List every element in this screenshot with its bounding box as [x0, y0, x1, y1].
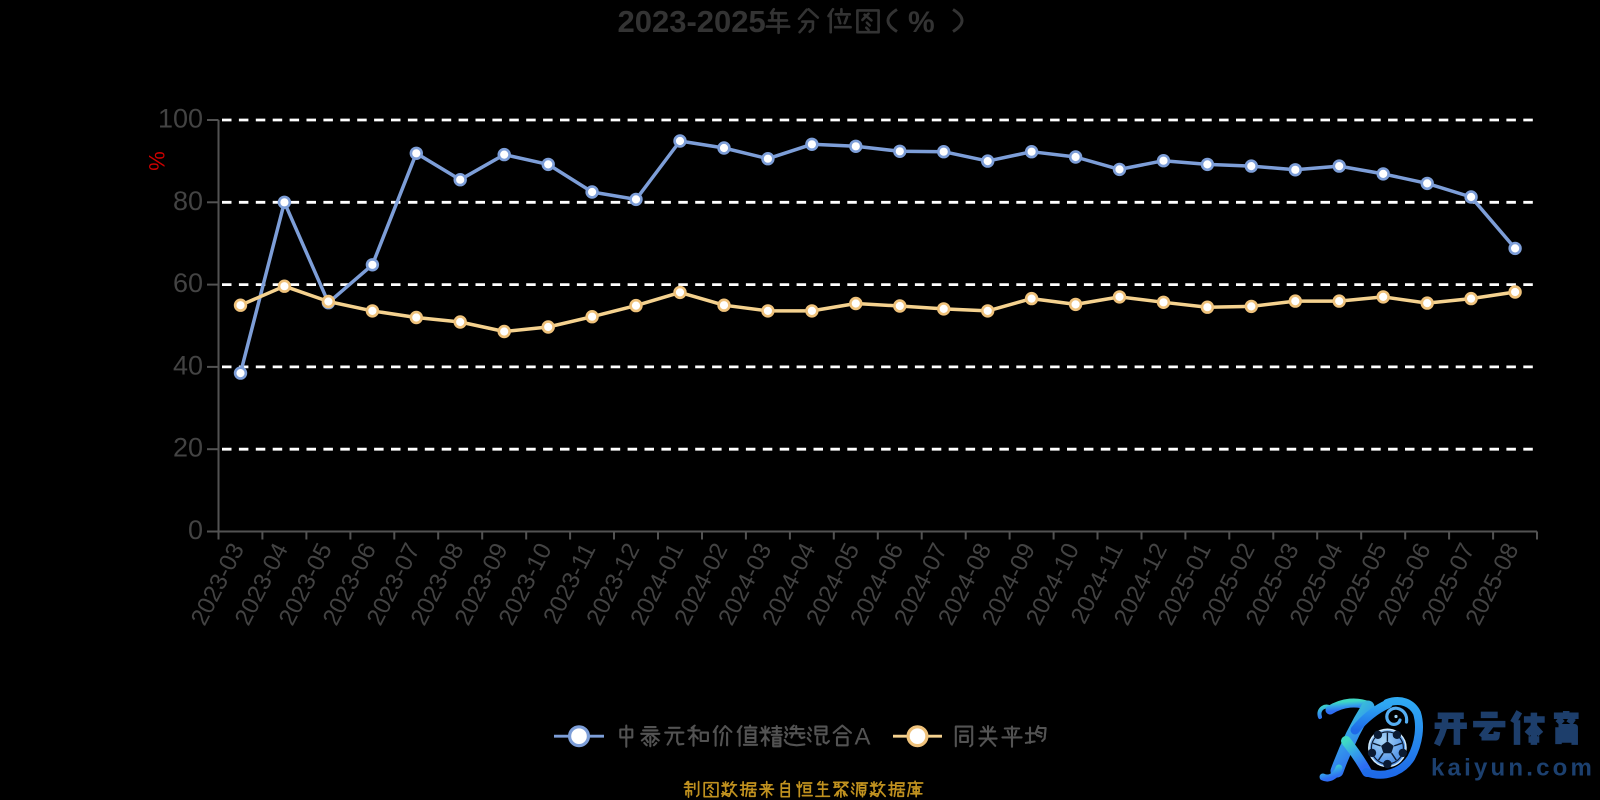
svg-text:2023-2025: 2023-2025 — [618, 4, 766, 39]
svg-text:%: % — [144, 151, 169, 171]
svg-text:%: % — [908, 6, 935, 39]
svg-text:100: 100 — [158, 104, 203, 134]
svg-text:80: 80 — [173, 186, 203, 216]
svg-text:kaiyun.com: kaiyun.com — [1431, 755, 1595, 782]
svg-text:0: 0 — [188, 515, 203, 545]
svg-text:40: 40 — [173, 350, 203, 380]
svg-text:60: 60 — [173, 268, 203, 298]
svg-text:A: A — [855, 724, 871, 751]
svg-text:20: 20 — [173, 433, 203, 463]
